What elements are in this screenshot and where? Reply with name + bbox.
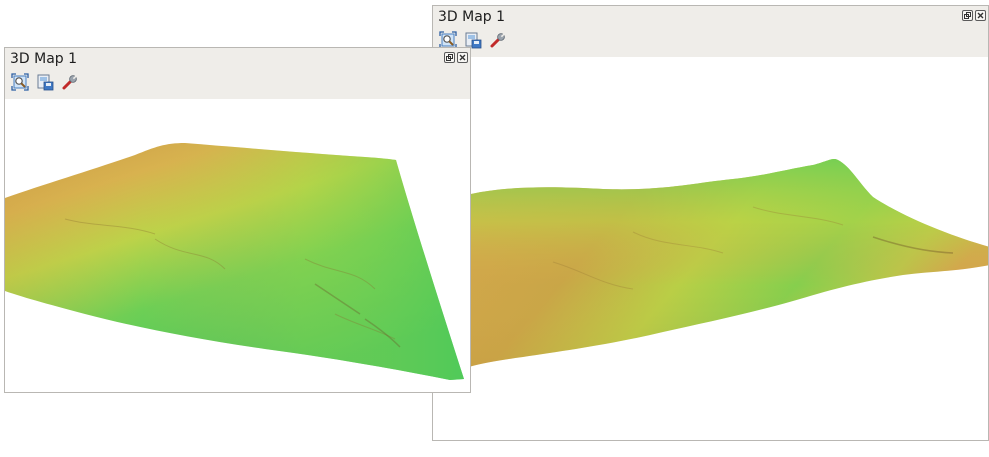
window-title: 3D Map 1 xyxy=(10,51,78,67)
close-icon[interactable] xyxy=(457,52,468,63)
terrain-shading xyxy=(463,158,988,369)
terrain-ridge-lines xyxy=(64,218,396,340)
save-image-icon[interactable] xyxy=(464,31,482,49)
float-icon[interactable] xyxy=(962,10,973,21)
zoom-full-icon[interactable] xyxy=(11,73,29,91)
float-icon[interactable] xyxy=(444,52,455,63)
configure-icon[interactable] xyxy=(489,31,507,49)
window-title: 3D Map 1 xyxy=(438,9,506,25)
save-image-icon[interactable] xyxy=(36,73,54,91)
terrain-escarpment xyxy=(872,236,954,254)
window-header: 3D Map 1 xyxy=(433,6,988,57)
map-toolbar xyxy=(11,73,79,91)
terrain-view-back[interactable] xyxy=(433,57,989,441)
3d-map-canvas[interactable] xyxy=(5,99,470,392)
terrain-view-front[interactable] xyxy=(5,99,471,393)
terrain-escarpment xyxy=(314,283,401,348)
window-header: 3D Map 1 xyxy=(5,48,470,99)
map-toolbar xyxy=(439,31,507,49)
3d-map-canvas[interactable] xyxy=(433,57,988,440)
3d-map-window-front: 3D Map 1 xyxy=(4,47,471,393)
close-icon[interactable] xyxy=(975,10,986,21)
terrain-ridge-lines xyxy=(552,206,844,290)
configure-icon[interactable] xyxy=(61,73,79,91)
3d-map-window-back: 3D Map 1 xyxy=(432,5,989,441)
window-controls xyxy=(962,10,986,21)
terrain-shading xyxy=(5,143,464,380)
window-controls xyxy=(444,52,468,63)
zoom-full-icon[interactable] xyxy=(439,31,457,49)
